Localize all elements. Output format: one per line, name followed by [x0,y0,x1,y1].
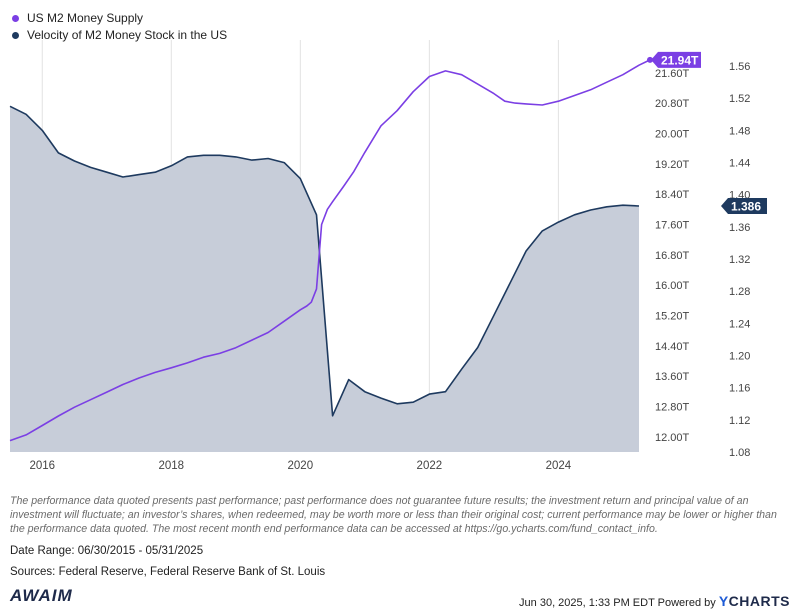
legend-item-m2[interactable]: US M2 Money Supply [12,10,227,27]
y-left-tick-label: 18.40T [655,189,690,201]
y-left-tick-label: 13.60T [655,371,690,383]
last-value-callouts: 21.94T 1.386 [651,51,767,214]
legend-m2-marker [12,15,19,22]
y-right-tick-label: 1.08 [729,447,750,459]
ycharts-logo-text: CHARTS [728,593,790,609]
ycharts-logo[interactable]: YCHARTS [719,593,790,609]
x-axis: 2016 2018 2020 2022 2024 [29,460,571,472]
x-tick-label: 2018 [158,460,184,472]
legend-m2-label: US M2 Money Supply [27,11,144,25]
y-right-tick-label: 1.56 [729,61,750,73]
m2-line [9,59,651,442]
x-tick-label: 2020 [288,460,314,472]
y-left-tick-label: 17.60T [655,219,690,231]
y-right-tick-label: 1.28 [729,286,750,298]
y-left-tick-label: 20.80T [655,98,690,110]
velocity-area [10,106,639,453]
y-left-tick-label: 14.40T [655,341,690,353]
chart-area: 2016 2018 2020 2022 2024 12.00T12.80T13.60T1… [9,40,767,472]
m2-last-value-badge [651,51,701,68]
date-range: Date Range: 06/30/2015 - 05/31/2025 [10,545,204,557]
x-tick-label: 2016 [29,460,55,472]
footer-timestamp: Jun 30, 2025, 1:33 PM EDT Powered by [519,597,716,609]
y-left-tick-label: 21.60T [655,68,690,80]
legend-item-velocity[interactable]: Velocity of M2 Money Stock in the US [12,27,227,44]
m2-series [9,56,653,442]
y-left-tick-label: 20.00T [655,128,690,140]
m2-last-value-label: 21.94T [661,53,699,67]
sources: Sources: Federal Reserve, Federal Reserv… [10,566,326,578]
y-left-tick-label: 16.00T [655,280,690,292]
y-left-tick-label: 16.80T [655,250,690,262]
y-right-tick-label: 1.24 [729,318,750,330]
x-tick-label: 2022 [417,460,443,472]
y-left-tick-label: 12.00T [655,432,690,444]
y-right-tick-label: 1.52 [729,93,750,105]
y-right-tick-label: 1.12 [729,415,750,427]
footer-powered-by: Jun 30, 2025, 1:33 PM EDT Powered by YCH… [519,593,790,609]
y-right-tick-label: 1.48 [729,125,750,137]
legend-velocity-label: Velocity of M2 Money Stock in the US [27,28,228,42]
y-right-tick-label: 1.32 [729,254,750,266]
legend-velocity-marker [12,32,19,39]
awaim-logo: AWAIM [10,586,73,605]
y-left-tick-label: 19.20T [655,159,690,171]
velocity-line [9,105,640,417]
y-axis-left: 12.00T 12.80T 13.60T 14.40T 15.20T 16.00T 16.8… [655,68,690,444]
y-axis-right: 1.081.121.161.201.241.281.321.361.401.44… [729,61,750,459]
y-left-tick-label: 12.80T [655,401,690,413]
y-right-tick-label: 1.44 [729,158,750,170]
velocity-series [9,105,640,453]
legend: US M2 Money Supply Velocity of M2 Money … [12,10,227,44]
ycharts-logo-y: Y [718,593,729,609]
x-tick-label: 2024 [546,460,572,472]
m2-last-point [647,56,653,63]
y-right-tick-label: 1.20 [729,351,750,363]
y-right-tick-label: 1.36 [729,222,750,234]
velocity-last-value-label: 1.386 [731,199,761,213]
y-right-tick-label: 1.16 [729,383,750,395]
y-left-tick-label: 15.20T [655,310,690,322]
disclaimer-text: The performance data quoted presents pas… [10,495,777,535]
velocity-last-value-badge [721,197,767,214]
